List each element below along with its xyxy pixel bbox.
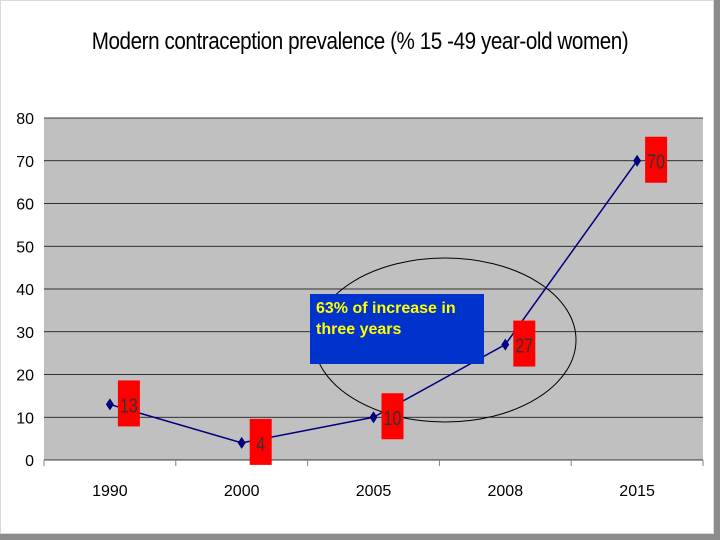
data-label-box <box>381 393 404 440</box>
x-tick-label: 2005 <box>356 483 392 500</box>
y-axis-ticks: 0 10 20 30 40 50 60 70 80 <box>16 111 34 470</box>
x-tick-label: 2000 <box>224 483 260 500</box>
y-tick-label: 70 <box>16 154 34 171</box>
y-tick-label: 40 <box>16 282 34 299</box>
x-axis-ticks: 1990 2000 2005 2008 2015 <box>92 483 655 500</box>
y-tick-label: 60 <box>16 197 34 214</box>
data-label: 70 <box>647 151 665 173</box>
data-label: 4 <box>256 433 265 455</box>
x-tick-label: 2008 <box>488 483 524 500</box>
y-tick-label: 30 <box>16 325 34 342</box>
data-point <box>369 411 378 424</box>
data-label: 13 <box>120 395 138 417</box>
y-tick-label: 20 <box>16 368 34 385</box>
chart-title: Modern contraception prevalence (% 15 -4… <box>91 28 629 55</box>
y-tick-label: 80 <box>16 111 34 128</box>
data-point <box>501 338 510 351</box>
data-label: 27 <box>515 335 533 357</box>
y-tick-label: 50 <box>16 239 34 256</box>
data-label-box <box>645 136 668 183</box>
data-point <box>105 398 114 411</box>
x-tick-label: 1990 <box>92 483 128 500</box>
data-point <box>633 154 642 167</box>
data-labels: 13 4 10 27 70 <box>117 136 668 465</box>
y-tick-label: 0 <box>25 453 34 470</box>
annotation-callout: 63% of increase in three years <box>310 294 484 364</box>
data-label-box <box>249 418 272 465</box>
data-label-box <box>117 380 140 427</box>
data-label: 10 <box>384 408 402 430</box>
x-tick-label: 2015 <box>619 483 655 500</box>
y-tick-label: 10 <box>16 410 34 427</box>
data-point <box>237 436 246 449</box>
data-markers <box>105 154 642 449</box>
data-label-box <box>513 320 536 367</box>
